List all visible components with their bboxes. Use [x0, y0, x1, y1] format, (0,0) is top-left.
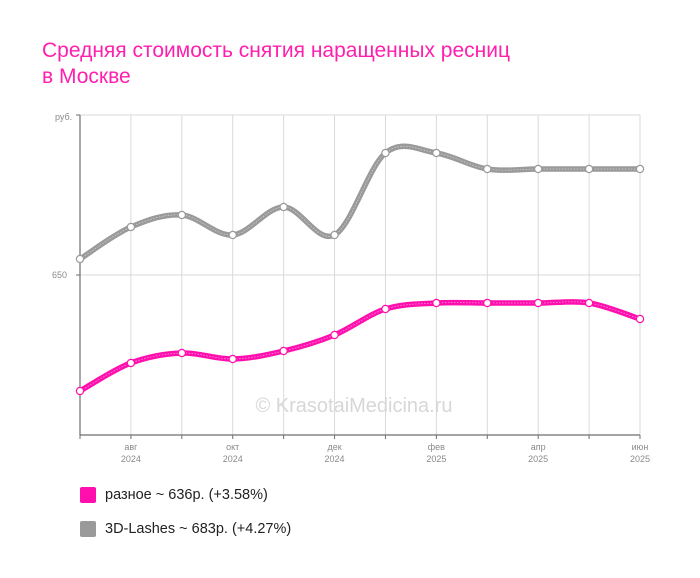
data-point-3d-lashes[interactable] — [584, 164, 594, 174]
chart-title-line-2: в Москве — [42, 65, 131, 88]
data-point-3d-lashes[interactable] — [432, 148, 441, 158]
data-point-raznoe[interactable] — [228, 354, 237, 364]
chart-title-line-1: Средняя стоимость снятия наращенных ресн… — [42, 39, 511, 62]
series-line-texture-3d-lashes — [79, 145, 640, 260]
watermark: © KrasotaiMedicina.ru — [255, 395, 452, 417]
data-point-raznoe[interactable] — [533, 298, 543, 308]
series-layer — [75, 143, 645, 396]
data-point-raznoe[interactable] — [126, 358, 136, 368]
y-axis-unit-label: руб. — [55, 112, 72, 122]
data-point-3d-lashes[interactable] — [381, 148, 390, 158]
legend-item-raznoe[interactable]: разное ~ 636р. (+3.58%) — [80, 487, 268, 503]
data-point-3d-lashes[interactable] — [279, 202, 288, 212]
data-point-3d-lashes[interactable] — [177, 210, 187, 220]
x-axis-tick-label-month: июн — [632, 442, 649, 452]
data-point-raznoe[interactable] — [635, 314, 645, 324]
series-line-texture-raznoe — [79, 301, 641, 392]
x-axis-tick-label-year: 2025 — [426, 454, 446, 464]
x-axis-tick-label-year: 2024 — [121, 454, 141, 464]
data-point-raznoe[interactable] — [330, 330, 339, 340]
x-axis-tick-label-month: авг — [124, 442, 138, 452]
chart-title: Средняя стоимость снятия наращенных ресн… — [42, 38, 662, 90]
y-axis-tick-650: 650 — [52, 270, 67, 280]
x-axis-ticks: авг 2024 окт 2024 дек 2024 фев 2025 апр 2025 июн 20… — [121, 442, 650, 464]
series-line-raznoe — [77, 299, 643, 394]
x-axis-tick-label-month: окт — [226, 442, 239, 452]
data-point-3d-lashes[interactable] — [635, 164, 645, 174]
x-axis-tick-label-month: апр — [531, 442, 546, 452]
data-point-raznoe[interactable] — [483, 298, 492, 308]
legend-item-3d-lashes[interactable]: 3D-Lashes ~ 683р. (+4.27%) — [80, 521, 291, 537]
chart-grid — [76, 114, 641, 439]
x-axis-tick-label-month: фев — [428, 442, 445, 452]
data-point-raznoe[interactable] — [381, 304, 390, 314]
data-point-3d-lashes[interactable] — [330, 230, 339, 240]
legend-swatch-3d-lashes — [80, 521, 96, 537]
legend-label-raznoe: разное ~ 636р. (+3.58%) — [105, 487, 268, 503]
data-point-raznoe[interactable] — [584, 298, 594, 308]
data-point-3d-lashes[interactable] — [228, 230, 237, 240]
data-point-raznoe[interactable] — [279, 346, 288, 356]
data-point-3d-lashes[interactable] — [533, 164, 543, 174]
data-point-3d-lashes[interactable] — [126, 222, 136, 232]
data-point-3d-lashes[interactable] — [483, 164, 492, 174]
x-axis-tick-label-year: 2024 — [223, 454, 243, 464]
data-point-raznoe[interactable] — [75, 386, 85, 396]
legend-swatch-raznoe — [80, 487, 96, 503]
x-axis-tick-label-year: 2025 — [630, 454, 650, 464]
data-point-3d-lashes[interactable] — [75, 254, 85, 264]
legend-label-3d-lashes: 3D-Lashes ~ 683р. (+4.27%) — [105, 521, 292, 537]
data-point-raznoe[interactable] — [177, 348, 187, 358]
x-axis-tick-label-year: 2025 — [528, 454, 548, 464]
data-point-raznoe[interactable] — [432, 298, 441, 308]
x-axis-tick-label-month: дек — [327, 442, 341, 452]
x-axis-tick-label-year: 2024 — [325, 454, 345, 464]
series-line-3d-lashes — [77, 143, 643, 262]
